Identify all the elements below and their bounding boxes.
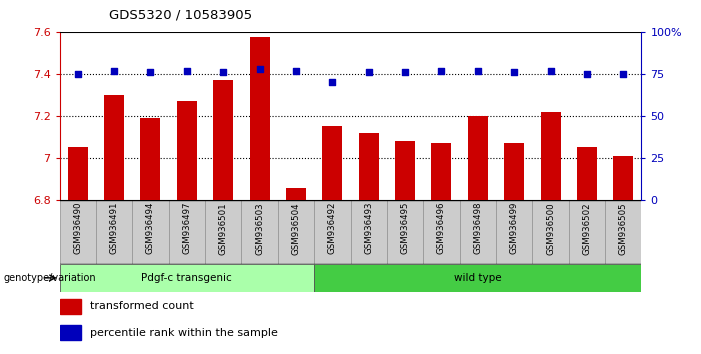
Text: GSM936501: GSM936501	[219, 202, 228, 255]
Point	[618, 71, 629, 77]
Bar	[613, 156, 633, 200]
Point	[508, 69, 519, 75]
Text: GSM936498: GSM936498	[473, 202, 482, 255]
Text: GSM936494: GSM936494	[146, 202, 155, 255]
Bar	[504, 143, 524, 200]
Bar	[314, 264, 641, 292]
Point	[145, 69, 156, 75]
Point	[290, 68, 301, 73]
Point	[217, 69, 229, 75]
Point	[581, 71, 592, 77]
Point	[545, 68, 556, 73]
Bar	[431, 143, 451, 200]
Bar	[278, 200, 314, 264]
Text: GSM936504: GSM936504	[292, 202, 301, 255]
Point	[472, 68, 484, 73]
Point	[72, 71, 83, 77]
Text: GSM936503: GSM936503	[255, 202, 264, 255]
Bar	[60, 299, 81, 314]
Text: GSM936502: GSM936502	[583, 202, 592, 255]
Bar	[460, 200, 496, 264]
Bar	[286, 188, 306, 200]
Bar	[177, 101, 197, 200]
Text: GSM936505: GSM936505	[619, 202, 627, 255]
Point	[254, 66, 265, 72]
Bar	[205, 200, 241, 264]
Bar	[423, 200, 460, 264]
Bar	[68, 148, 88, 200]
Bar	[60, 264, 314, 292]
Bar	[532, 200, 569, 264]
Bar	[169, 200, 205, 264]
Point	[182, 68, 193, 73]
Text: GSM936497: GSM936497	[182, 202, 191, 255]
Point	[327, 80, 338, 85]
Bar	[140, 118, 161, 200]
Text: GSM936499: GSM936499	[510, 202, 519, 254]
Bar	[540, 112, 561, 200]
Text: wild type: wild type	[454, 273, 502, 283]
Point	[363, 69, 374, 75]
Bar	[496, 200, 532, 264]
Bar	[213, 80, 233, 200]
Bar	[322, 126, 342, 200]
Bar	[60, 325, 81, 340]
Bar	[605, 200, 641, 264]
Bar	[241, 200, 278, 264]
Text: Pdgf-c transgenic: Pdgf-c transgenic	[142, 273, 232, 283]
Bar	[387, 200, 423, 264]
Text: GSM936500: GSM936500	[546, 202, 555, 255]
Text: GDS5320 / 10583905: GDS5320 / 10583905	[109, 8, 252, 21]
Point	[109, 68, 120, 73]
Text: GSM936495: GSM936495	[400, 202, 409, 255]
Bar	[96, 200, 132, 264]
Text: GSM936496: GSM936496	[437, 202, 446, 255]
Text: percentile rank within the sample: percentile rank within the sample	[90, 327, 278, 337]
Bar	[468, 116, 488, 200]
Text: GSM936491: GSM936491	[109, 202, 118, 255]
Bar	[350, 200, 387, 264]
Bar	[314, 200, 350, 264]
Text: GSM936493: GSM936493	[365, 202, 373, 255]
Text: genotype/variation: genotype/variation	[4, 273, 96, 283]
Bar	[60, 200, 96, 264]
Bar	[395, 141, 415, 200]
Bar	[250, 37, 270, 200]
Bar	[569, 200, 605, 264]
Text: GSM936490: GSM936490	[74, 202, 82, 255]
Point	[400, 69, 411, 75]
Bar	[359, 133, 379, 200]
Text: GSM936492: GSM936492	[328, 202, 336, 255]
Point	[436, 68, 447, 73]
Text: transformed count: transformed count	[90, 302, 194, 312]
Bar	[577, 148, 597, 200]
Bar	[132, 200, 169, 264]
Bar	[104, 95, 124, 200]
